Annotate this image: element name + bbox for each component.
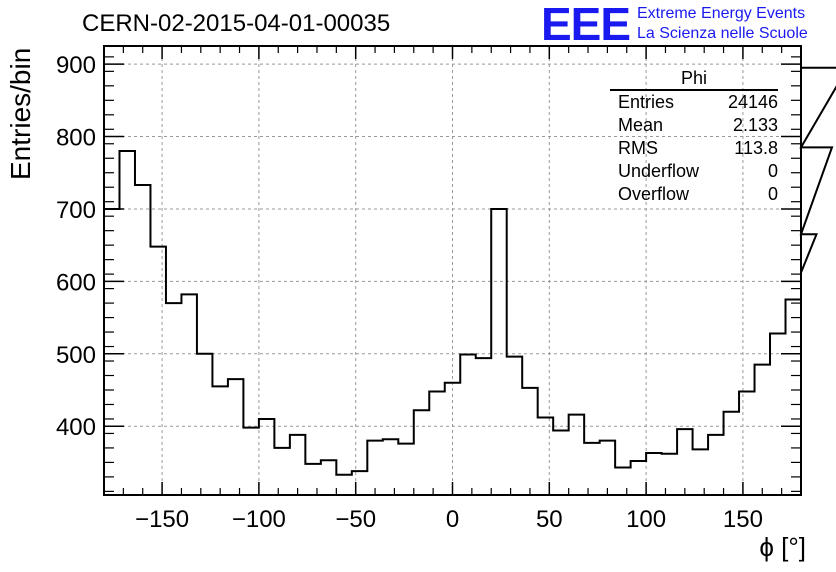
eee-logo: EEE	[541, 0, 631, 50]
stats-row-mean: Mean 2.133	[610, 114, 778, 137]
x-tick-label: −50	[335, 506, 376, 533]
x-tick-label: 150	[723, 506, 763, 533]
logo-line-2: La Scienza nelle Scuole	[637, 25, 808, 42]
stats-row-rms: RMS 113.8	[610, 137, 778, 160]
stats-row-underflow: Underflow 0	[610, 160, 778, 183]
y-tick-label: 500	[56, 342, 96, 369]
stats-title: Phi	[610, 68, 778, 91]
axis-ticks	[103, 46, 802, 495]
stats-value: 24146	[727, 92, 778, 112]
y-tick-label: 900	[56, 52, 96, 79]
x-tick-label: −150	[135, 506, 189, 533]
stats-value: 2.133	[732, 115, 778, 135]
x-axis-label: ϕ [°]	[759, 532, 806, 562]
x-tick-label: 0	[446, 506, 459, 533]
y-tick-label: 400	[56, 414, 96, 441]
stats-label: Mean	[618, 115, 664, 135]
stats-row-overflow: Overflow 0	[610, 183, 778, 206]
y-tick-label: 700	[56, 197, 96, 224]
stats-value: 113.8	[734, 138, 778, 158]
x-tick-labels: −150 −100 −50 0 50 100 150	[135, 506, 763, 533]
stats-box: Phi Entries 24146 Mean 2.133 RMS 113.8 U…	[610, 68, 778, 206]
run-title: CERN-02-2015-04-01-00035	[82, 10, 391, 37]
stats-label: Entries	[618, 92, 675, 112]
logo-line-1: Extreme Energy Events	[637, 5, 806, 22]
stats-label: Overflow	[618, 184, 690, 204]
stats-value: 0	[767, 184, 778, 204]
stats-value: 0	[767, 161, 778, 181]
x-tick-label: −100	[232, 506, 286, 533]
stats-label: Underflow	[618, 161, 700, 181]
histogram-line	[104, 66, 836, 476]
stats-row-entries: Entries 24146	[610, 91, 778, 114]
x-tick-label: 100	[626, 506, 666, 533]
grid-lines	[104, 46, 801, 495]
y-tick-labels: 400 500 600 700 800 900	[56, 52, 96, 441]
x-tick-label: 50	[536, 506, 563, 533]
y-axis-label: Entries/bin	[5, 47, 36, 180]
y-tick-label: 600	[56, 269, 96, 296]
y-tick-label: 800	[56, 125, 96, 152]
stats-label: RMS	[618, 138, 658, 158]
